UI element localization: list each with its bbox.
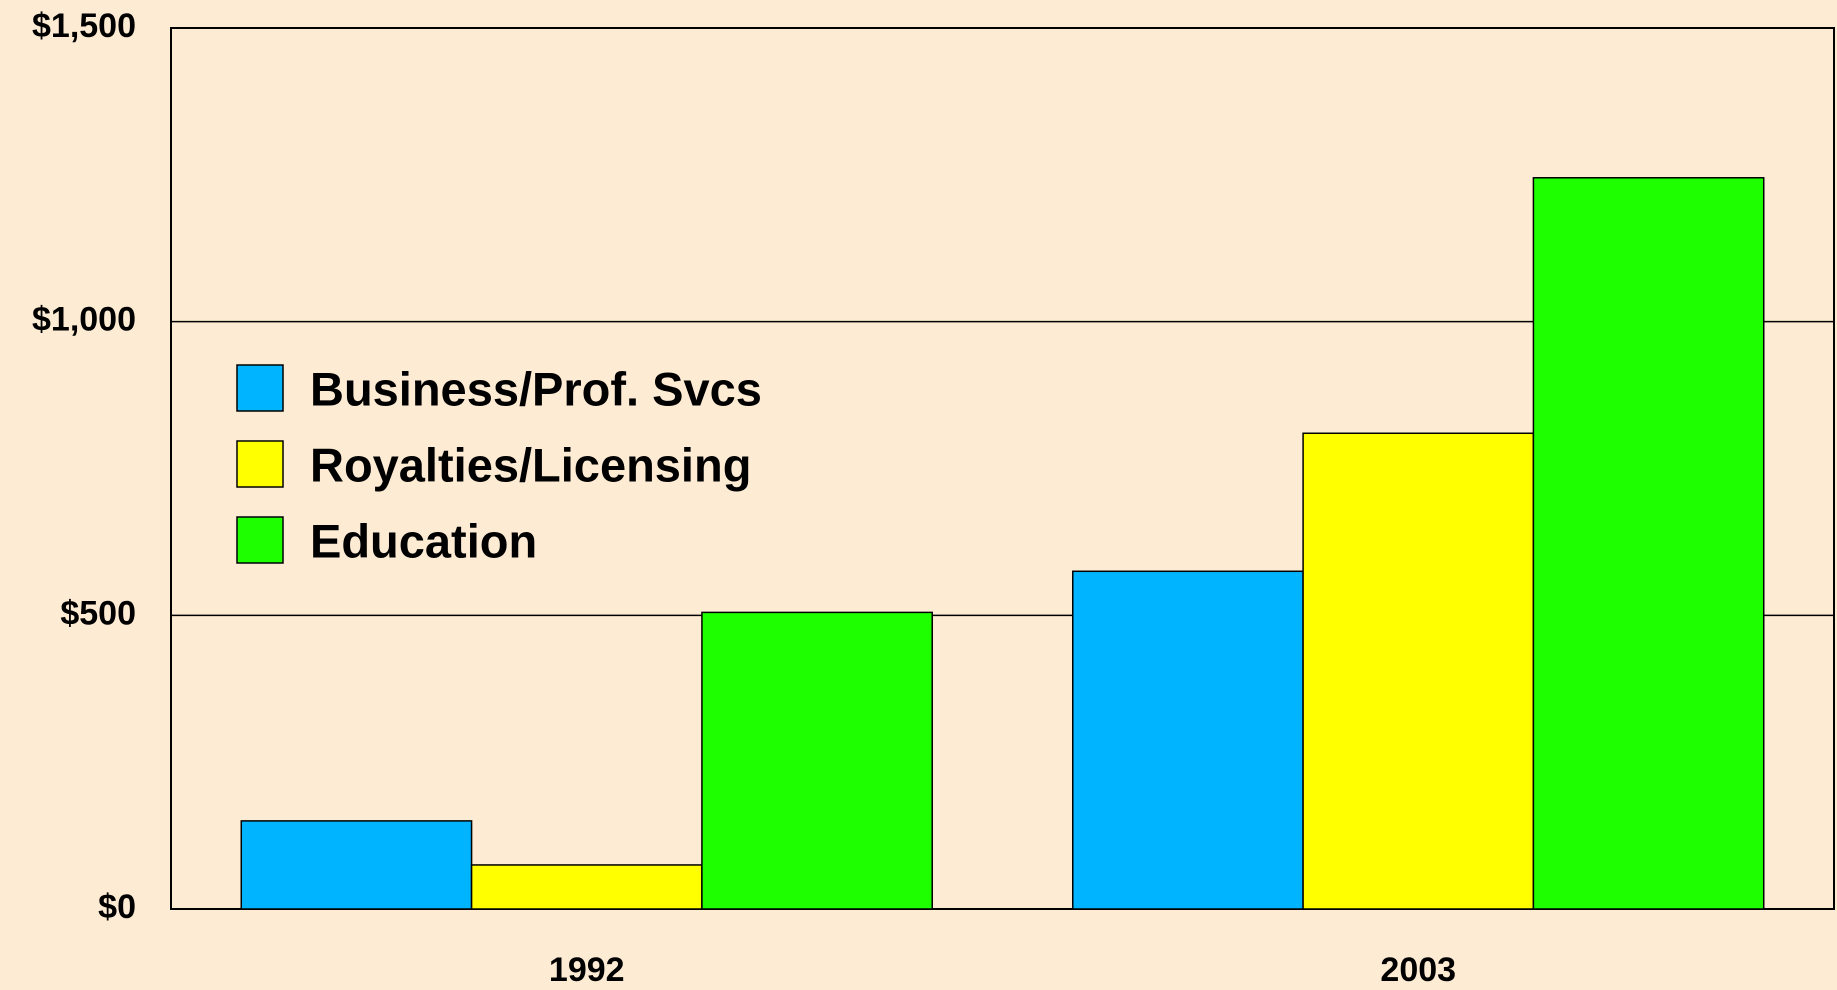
legend-label: Business/Prof. Svcs [310,362,762,415]
x-tick-label: 1992 [549,951,625,989]
legend-swatch [236,364,284,412]
y-tick-label: $1,500 [32,7,136,45]
bar [1302,432,1535,910]
x-tick-label: 2003 [1380,951,1456,989]
bar [1532,177,1765,910]
y-tick-label: $1,000 [32,301,136,339]
y-tick-label: $0 [98,888,136,926]
bar [470,864,703,910]
legend-swatch [236,516,284,564]
bar [1072,570,1304,910]
legend-label: Education [310,514,537,567]
bar [240,820,473,910]
legend-swatch [236,440,284,488]
y-tick-label: $500 [60,594,136,632]
legend-label: Royalties/Licensing [310,438,751,491]
bar [701,611,933,910]
